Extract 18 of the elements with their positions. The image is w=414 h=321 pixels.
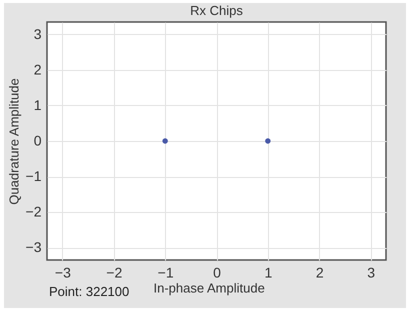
x-tick-label: 0 xyxy=(213,264,222,280)
x-tick-label: 3 xyxy=(367,264,376,280)
y-tick-label: 1 xyxy=(34,96,42,113)
x-tick-label: 1 xyxy=(264,264,272,280)
x-axis-title: In-phase Amplitude xyxy=(154,280,265,296)
y-tick-label: 0 xyxy=(34,132,42,148)
x-tick-label: 2 xyxy=(316,264,324,280)
x-tick-label: −3 xyxy=(54,264,72,280)
x-tick-label: −1 xyxy=(158,264,174,280)
y-tick-label: −2 xyxy=(26,204,42,220)
y-tick-label: −1 xyxy=(26,168,42,184)
chart-title: Rx Chips xyxy=(190,3,244,18)
y-tick-label: 3 xyxy=(34,26,42,42)
y-tick-label: −3 xyxy=(26,239,42,256)
y-tick-label: 2 xyxy=(34,61,42,78)
x-tick-label: −2 xyxy=(106,264,122,280)
text: Point: 322100 xyxy=(49,284,130,299)
y-axis-title: Quadrature Amplitude xyxy=(6,78,22,205)
